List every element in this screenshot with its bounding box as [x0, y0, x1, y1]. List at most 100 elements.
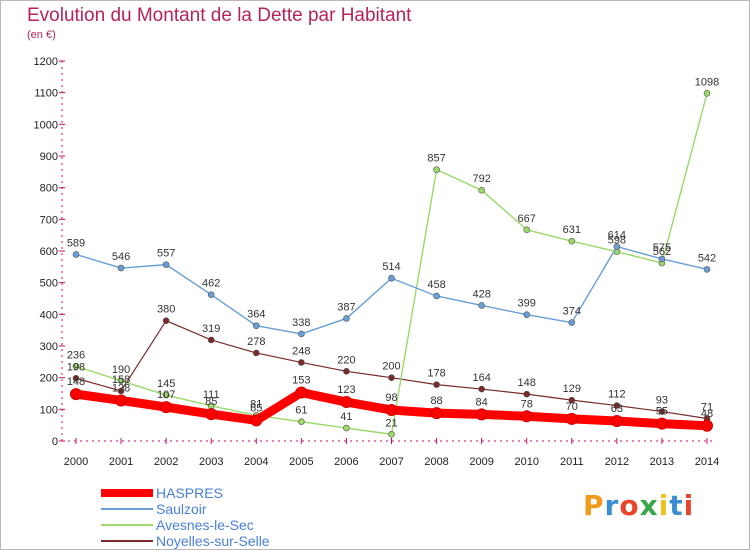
data-point-haspres: [430, 407, 443, 420]
data-point-saulzoir: [658, 255, 666, 263]
data-point-avesnes-le-sec: [72, 362, 80, 370]
data-label-haspres: 107: [157, 389, 175, 401]
logo-letter: i: [658, 489, 670, 522]
x-tick-label: 2012: [605, 456, 629, 468]
x-tick-label: 2000: [64, 456, 88, 468]
data-label-noyelles-sur-selle: 248: [292, 345, 310, 357]
data-point-haspres: [340, 396, 353, 409]
data-label-avesnes-le-sec: 111: [203, 389, 220, 401]
data-label-haspres: 84: [476, 396, 488, 408]
data-point-saulzoir: [433, 292, 440, 300]
data-point-avesnes-le-sec: [478, 186, 485, 194]
data-point-haspres: [655, 417, 668, 430]
data-label-saulzoir: 458: [427, 279, 445, 291]
y-tick-label: 800: [40, 183, 58, 195]
data-point-noyelles-sur-selle: [252, 349, 260, 357]
data-label-saulzoir: 462: [202, 278, 220, 290]
data-label-avesnes-le-sec: 598: [608, 235, 626, 247]
data-point-saulzoir: [343, 315, 350, 322]
data-point-noyelles-sur-selle: [613, 402, 621, 409]
data-label-noyelles-sur-selle: 112: [608, 389, 626, 401]
data-label-saulzoir: 514: [382, 261, 400, 273]
data-point-avesnes-le-sec: [433, 166, 440, 173]
data-point-noyelles-sur-selle: [298, 359, 305, 366]
data-label-noyelles-sur-selle: 71: [701, 402, 713, 414]
data-label-haspres: 63: [611, 403, 623, 415]
data-point-haspres: [115, 394, 128, 407]
data-label-avesnes-le-sec: 792: [472, 173, 490, 185]
data-point-noyelles-sur-selle: [162, 317, 170, 324]
data-point-haspres: [475, 408, 488, 421]
legend-swatch-noyelles-sur-selle: [101, 540, 153, 542]
data-label-noyelles-sur-selle: 158: [112, 374, 130, 386]
x-tick-label: 2011: [560, 456, 584, 468]
data-point-haspres: [565, 412, 578, 425]
data-point-avesnes-le-sec: [117, 377, 125, 385]
data-label-haspres: 78: [521, 398, 533, 410]
legend-label-saulzoir: Saulzoir: [156, 501, 207, 517]
y-tick-label: 500: [40, 278, 58, 290]
legend-label-haspres: HASPRES: [156, 485, 223, 501]
data-point-haspres: [205, 408, 218, 421]
legend-label-noyelles-sur-selle: Noyelles-sur-Selle: [156, 533, 270, 549]
data-label-avesnes-le-sec: 236: [67, 349, 85, 361]
data-label-saulzoir: 589: [67, 237, 85, 249]
logo-letter: i: [683, 489, 695, 522]
data-point-saulzoir: [568, 319, 576, 326]
data-point-haspres: [295, 386, 308, 399]
data-label-haspres: 148: [67, 376, 85, 388]
data-label-saulzoir: 338: [292, 317, 310, 329]
data-point-saulzoir: [252, 322, 260, 330]
data-label-avesnes-le-sec: 667: [518, 213, 536, 225]
data-point-noyelles-sur-selle: [433, 381, 440, 388]
data-label-haspres: 123: [337, 384, 355, 396]
data-label-saulzoir: 428: [472, 288, 490, 300]
data-point-haspres: [610, 415, 623, 428]
data-label-haspres: 70: [566, 401, 578, 413]
logo-letter: r: [604, 489, 620, 522]
data-label-saulzoir: 387: [337, 301, 355, 313]
data-label-noyelles-sur-selle: 380: [157, 304, 175, 316]
data-label-saulzoir: 542: [698, 252, 716, 264]
chart-unit: (en €): [27, 29, 56, 41]
legend-swatch-haspres: [101, 489, 153, 497]
y-tick-label: 200: [40, 373, 58, 385]
data-label-noyelles-sur-selle: 200: [382, 361, 400, 373]
data-label-saulzoir: 374: [563, 306, 581, 318]
data-label-haspres: 55: [656, 406, 668, 418]
data-label-haspres: 98: [385, 392, 397, 404]
x-tick-label: 2006: [334, 456, 358, 468]
y-tick-label: 1200: [34, 56, 58, 68]
data-label-haspres: 85: [205, 396, 217, 408]
data-label-avesnes-le-sec: 1098: [695, 76, 719, 88]
data-point-avesnes-le-sec: [298, 418, 305, 425]
data-point-haspres: [70, 388, 82, 401]
data-label-avesnes-le-sec: 145: [157, 378, 175, 390]
chart-title: Evolution du Montant de la Dette par Hab…: [27, 5, 412, 26]
data-point-saulzoir: [117, 264, 125, 272]
x-tick-label: 2008: [424, 456, 448, 468]
data-point-avesnes-le-sec: [343, 424, 350, 432]
data-point-saulzoir: [162, 261, 170, 268]
legend-swatch-saulzoir: [101, 508, 153, 510]
y-tick-label: 700: [40, 214, 58, 226]
data-point-noyelles-sur-selle: [72, 374, 80, 382]
y-tick-label: 400: [40, 309, 58, 321]
data-point-avesnes-le-sec: [162, 391, 170, 399]
data-label-saulzoir: 575: [653, 242, 671, 254]
y-tick-label: 0: [52, 436, 58, 448]
data-label-noyelles-sur-selle: 148: [518, 377, 536, 389]
logo-letter: t: [669, 489, 684, 522]
data-label-noyelles-sur-selle: 93: [656, 395, 668, 407]
data-label-avesnes-le-sec: 21: [385, 417, 397, 429]
data-point-noyelles-sur-selle: [388, 374, 395, 381]
data-label-noyelles-sur-selle: 220: [337, 354, 355, 366]
data-point-avesnes-le-sec: [568, 237, 576, 245]
data-label-saulzoir: 364: [247, 309, 265, 321]
data-label-haspres: 88: [430, 395, 442, 407]
data-label-haspres: 65: [250, 402, 262, 414]
data-point-saulzoir: [72, 251, 80, 258]
y-tick-label: 300: [40, 341, 58, 353]
